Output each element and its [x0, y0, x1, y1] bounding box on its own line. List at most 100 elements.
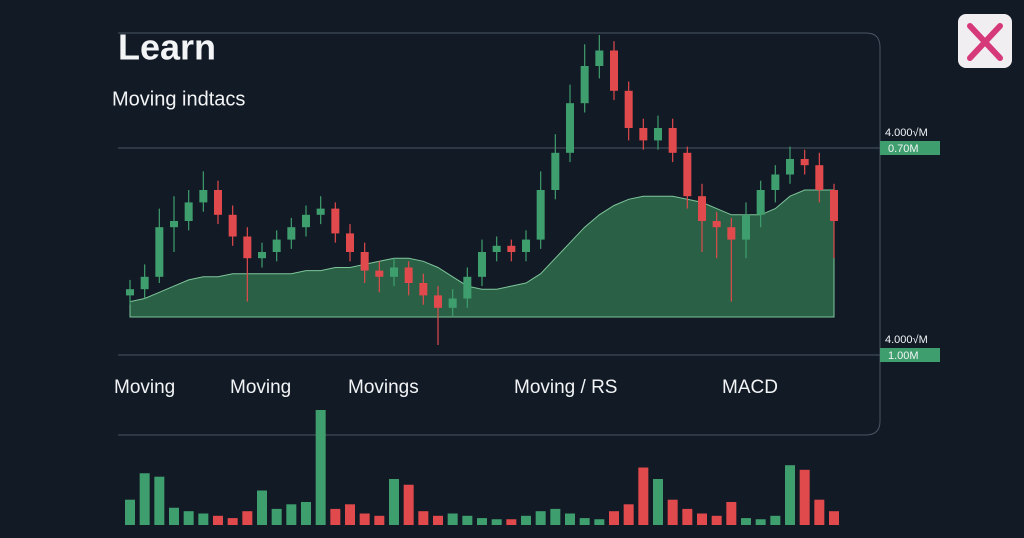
indicator-label: MACD — [722, 377, 778, 398]
candle-body — [580, 66, 589, 104]
volume-bar — [389, 479, 399, 525]
indicator-label: Movings — [348, 377, 419, 398]
candle-body — [815, 165, 824, 190]
candle-body — [331, 208, 340, 234]
volume-bar — [755, 519, 766, 525]
volume-bar — [330, 508, 341, 525]
volume-bar — [565, 513, 575, 525]
volume-bar — [183, 511, 194, 525]
volume-bar — [770, 515, 781, 525]
candle-body — [184, 202, 193, 221]
candle-body — [448, 298, 457, 308]
volume-bar — [154, 476, 165, 525]
candle-body — [800, 159, 809, 166]
candle-body — [272, 239, 281, 252]
candle-body — [830, 190, 838, 221]
volume-bar — [447, 513, 458, 525]
candle-body — [155, 227, 164, 277]
candle-body — [390, 267, 398, 277]
volume-bar — [814, 499, 825, 525]
volume-bar — [257, 490, 267, 525]
candle-body — [698, 196, 706, 221]
volume-bar — [418, 511, 429, 525]
volume-bar — [242, 511, 253, 525]
volume-bar — [301, 502, 311, 525]
chart-subtitle: Moving indtacs — [112, 88, 245, 110]
candle-body — [243, 236, 252, 259]
candle-body — [595, 50, 604, 66]
volume-bar — [609, 511, 619, 525]
volume-bar — [594, 519, 605, 525]
candle-body — [786, 159, 794, 175]
candle-body — [463, 276, 472, 299]
volume-bar — [403, 484, 414, 525]
volume-bar — [638, 467, 649, 525]
volume-bar — [726, 502, 737, 525]
panel-outline — [118, 32, 881, 436]
indicator-label: Moving / RS — [514, 377, 617, 398]
logo — [958, 14, 1012, 68]
candle-body — [756, 190, 765, 215]
candle-body — [492, 245, 501, 252]
candle-body — [287, 227, 296, 240]
candle-body — [126, 289, 134, 296]
axis-badge: 0.70M — [888, 143, 919, 155]
axis-badge: 1.00M — [888, 350, 919, 362]
chart-title: Learn — [118, 27, 216, 68]
candle-body — [654, 128, 662, 141]
volume-bar — [829, 511, 839, 525]
axis-label: 4.000√M — [885, 127, 928, 139]
volume-bar — [799, 469, 810, 525]
candle-body — [624, 90, 633, 128]
badge-bg — [880, 348, 940, 362]
volume-bar — [535, 511, 546, 525]
candle-body — [712, 221, 721, 228]
candle-body — [404, 267, 413, 283]
volume-bar — [227, 518, 238, 525]
candle-body — [551, 152, 560, 190]
candle-body — [727, 227, 736, 240]
candle-body — [434, 295, 442, 308]
candle-body — [478, 252, 486, 277]
candle-body — [610, 50, 618, 91]
volume-bar — [623, 504, 634, 525]
volume-bar — [286, 504, 297, 525]
candle-body — [566, 103, 574, 153]
candle-body — [214, 190, 222, 215]
candle-body — [742, 214, 750, 240]
volume-bar — [477, 518, 487, 525]
candle-body — [199, 190, 208, 203]
candle-body — [170, 221, 178, 228]
candle-body — [771, 174, 780, 190]
volume-bar — [125, 499, 135, 525]
volume-bar — [682, 508, 693, 525]
badge-bg — [880, 141, 940, 155]
candle-body — [375, 270, 384, 277]
volume-bar — [785, 465, 795, 525]
volume-bar — [462, 515, 473, 525]
candle-body — [668, 128, 677, 153]
candle-body — [346, 233, 354, 252]
candle-body — [639, 128, 648, 141]
volume-bar — [315, 410, 326, 525]
volume-bar — [711, 515, 722, 525]
volume-bar — [579, 518, 590, 525]
volume-bar — [521, 515, 531, 525]
volume-bar — [271, 508, 282, 525]
logo-mark — [967, 23, 1003, 61]
candle-body — [140, 276, 149, 290]
volume-bar — [345, 504, 355, 525]
volume-bar — [213, 515, 223, 525]
volume-bar — [667, 499, 678, 525]
indicator-label: Moving — [230, 377, 291, 398]
candle-body — [419, 283, 428, 296]
candle-body — [683, 152, 692, 197]
candle-body — [536, 190, 545, 240]
candle-body — [316, 208, 325, 215]
candle-body — [228, 214, 237, 237]
volume-bar — [374, 515, 385, 525]
volume-bar — [433, 515, 443, 525]
